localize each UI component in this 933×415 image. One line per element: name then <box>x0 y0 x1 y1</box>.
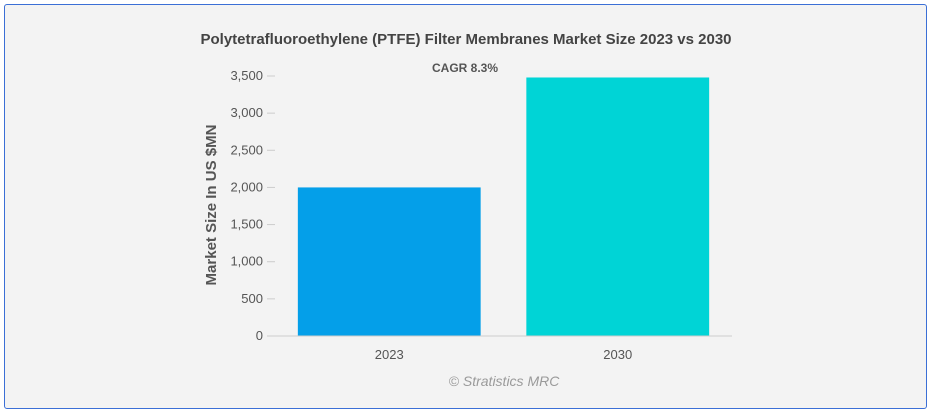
cagr-annotation: CAGR 8.3% <box>432 61 498 75</box>
y-axis: 0 500 1,000 1,500 2,000 2,500 3,000 3,500 <box>230 68 275 343</box>
y-tick-label: 2,000 <box>230 179 263 194</box>
y-tick-label: 2,500 <box>230 142 263 157</box>
bars-group <box>297 77 710 336</box>
bar-2023[interactable] <box>297 187 481 336</box>
y-tick-label: 1,500 <box>230 217 263 232</box>
y-axis-label: Market Size In US $MN <box>203 125 220 286</box>
x-tick-label: 2030 <box>603 347 632 362</box>
x-tick-label: 2023 <box>375 347 404 362</box>
chart-title: Polytetrafluoroethylene (PTFE) Filter Me… <box>200 31 731 48</box>
y-tick-label: 3,000 <box>230 105 263 120</box>
x-axis: 2023 2030 <box>375 347 632 362</box>
y-tick-label: 3,500 <box>230 68 263 83</box>
bar-2030[interactable] <box>526 77 710 336</box>
watermark: © Stratistics MRC <box>449 373 561 389</box>
y-tick-label: 0 <box>256 328 263 343</box>
y-tick-label: 1,000 <box>230 254 263 269</box>
y-tick-label: 500 <box>241 291 263 306</box>
